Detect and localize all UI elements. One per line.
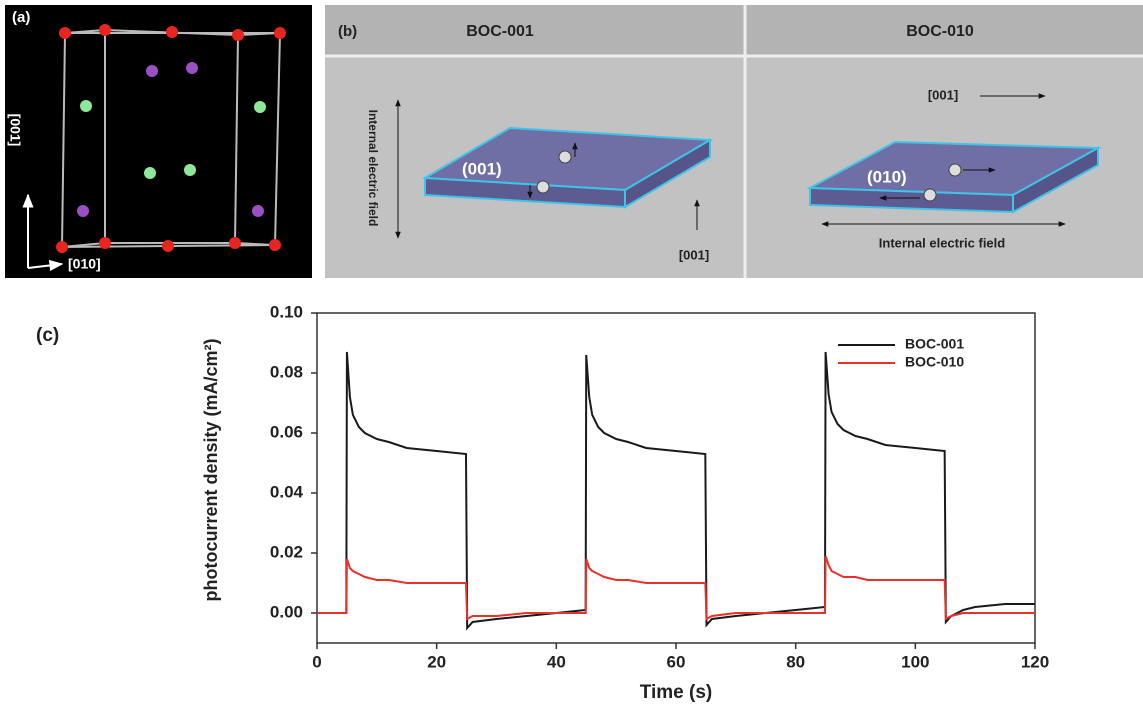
y-tick-label: 0.04 — [270, 482, 304, 501]
y-axis-label: photocurrent density (mA/cm²) — [201, 338, 221, 601]
atoms-green — [80, 100, 266, 179]
carrier — [948, 163, 962, 177]
x-tick-label: 100 — [901, 652, 929, 671]
panel-label: (a) — [12, 9, 30, 26]
x-axis-label: Time (s) — [640, 682, 713, 703]
y-tick-label: 0.00 — [270, 602, 303, 621]
panel-b-header — [325, 5, 1143, 55]
direction-label: [001] — [928, 87, 958, 102]
facet-label: (001) — [462, 159, 502, 178]
legend-label: BOC-001 — [905, 336, 964, 352]
panel-title: BOC-010 — [906, 23, 974, 40]
axis-label: [001] — [7, 114, 23, 147]
carrier — [536, 180, 550, 194]
legend-label: BOC-010 — [905, 354, 964, 370]
slab — [624, 138, 711, 209]
x-tick-label: 120 — [1021, 652, 1049, 671]
y-tick-label: 0.06 — [270, 422, 303, 441]
panel-b: (b) BOC-001 BOC-010 (001) Internal elect… — [325, 5, 1143, 278]
series-line — [317, 555, 1035, 621]
y-tick-label: 0.02 — [270, 542, 303, 561]
carrier — [558, 150, 572, 164]
field-label: Internal electric field — [366, 110, 380, 227]
panel-title: BOC-001 — [466, 23, 534, 40]
x-tick-label: 0 — [312, 652, 321, 671]
x-tick-label: 60 — [667, 652, 686, 671]
panel-label: (c) — [36, 325, 59, 346]
direction-label: [001] — [679, 247, 709, 262]
field-label: Internal electric field — [879, 235, 1005, 250]
series-line — [317, 351, 1035, 631]
panel-label: (b) — [338, 23, 357, 40]
carrier — [923, 188, 937, 202]
x-tick-label: 40 — [547, 652, 566, 671]
axis-arrow — [27, 259, 64, 272]
y-tick-label: 0.08 — [270, 362, 303, 381]
atoms-purple — [77, 62, 264, 217]
panel-a: (a) [001] [010] — [5, 5, 312, 278]
panel-a-bg — [5, 5, 312, 278]
x-tick-label: 20 — [427, 652, 446, 671]
x-tick-label: 80 — [786, 652, 805, 671]
y-tick-label: 0.10 — [270, 302, 303, 321]
atoms-red — [56, 24, 286, 253]
axis-label: [010] — [68, 256, 101, 272]
slab — [1012, 146, 1099, 214]
facet-label: (010) — [867, 167, 907, 186]
